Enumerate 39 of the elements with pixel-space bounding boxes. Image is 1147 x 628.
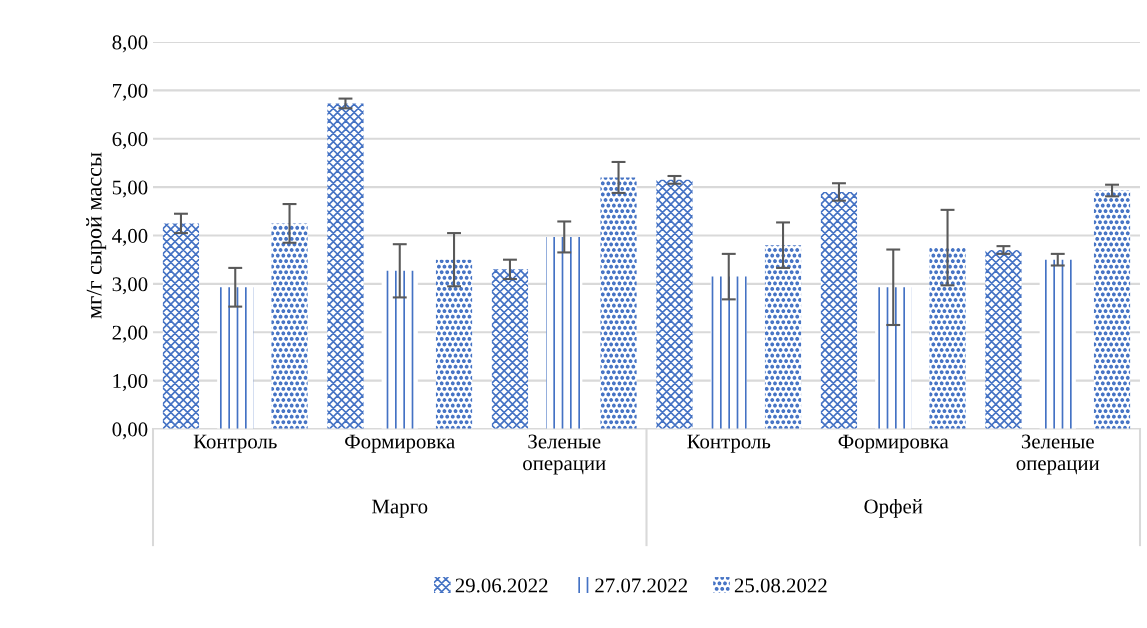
bar [985,250,1022,429]
bar [381,270,418,429]
bar [271,223,308,429]
bar [1093,190,1131,429]
y-tick-label: 8,00 [112,35,148,53]
bar [491,269,529,429]
bar [435,259,473,429]
y-tick-label: 0,00 [112,422,148,440]
bar [600,177,637,429]
text: Марго [372,499,428,518]
bar [546,236,583,429]
text: Орфей [864,498,923,518]
y-axis-title: мг/г сырой массы [86,152,107,319]
bar [764,245,802,429]
bar [217,287,254,429]
bar [820,191,858,429]
x-tick-label: Формировка [838,434,949,453]
bar [875,287,912,429]
y-tick-label: 7,00 [113,83,148,101]
y-tick-label: 1,00 [113,374,148,392]
y-tick-label: 3,00 [112,277,148,295]
bar [1039,259,1076,429]
y-tick-label: 4,00 [112,228,148,246]
legend-label: 27.07.2022 [595,578,687,593]
y-tick-label: 5,00 [112,180,148,198]
y-tick-label: 2,00 [112,325,148,343]
legend-label: 25.08.2022 [734,578,827,593]
bar [656,179,693,429]
legend-label: 29.06.2022 [455,578,548,593]
bar [929,247,966,429]
x-tick-label: Формировка [345,434,455,453]
bar [710,276,747,429]
y-tick-label: 6,00 [112,132,148,150]
x-tick-label: Зеленые операции [523,434,606,475]
bar [327,103,364,429]
x-tick-label: Контроль [193,434,277,453]
x-tick-label: Контроль [687,434,771,453]
x-tick-label: Зеленые операции [1016,434,1100,475]
bar [162,223,200,429]
